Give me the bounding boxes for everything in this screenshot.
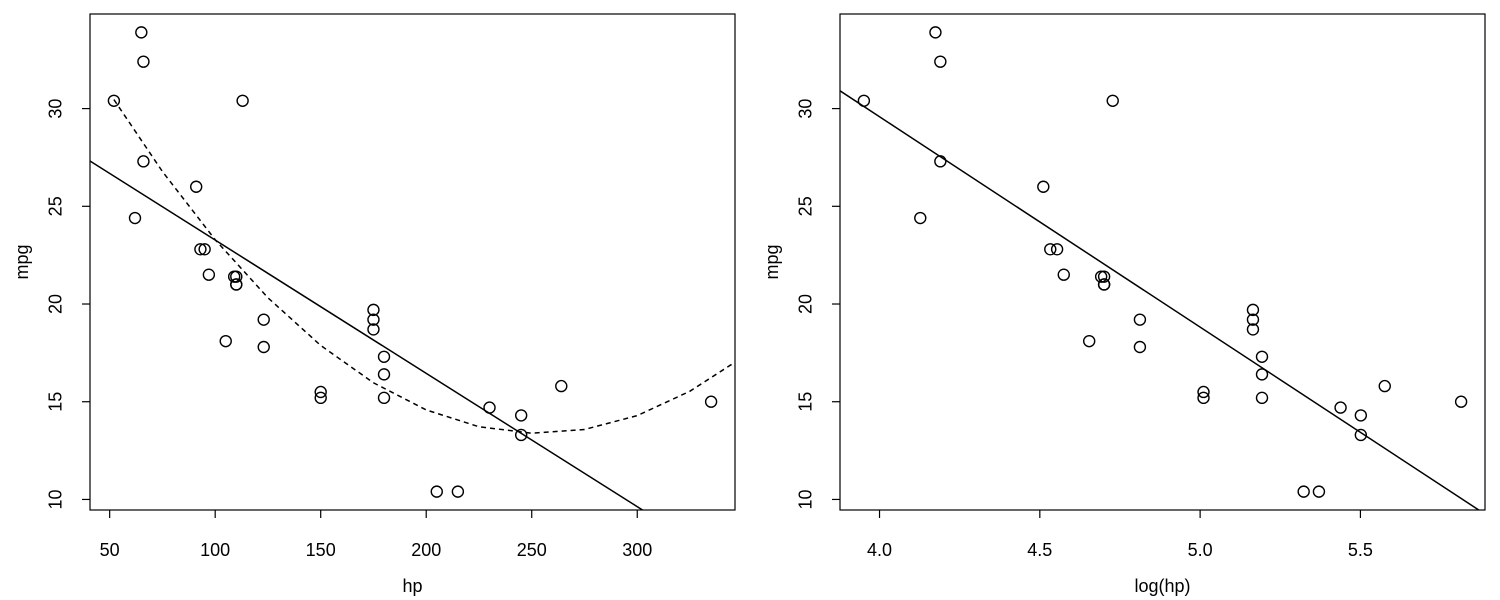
x-tick-label: 100 xyxy=(200,540,230,560)
data-point xyxy=(377,368,391,381)
x-tick-label: 200 xyxy=(411,540,441,560)
plot-frame xyxy=(89,13,736,511)
data-point xyxy=(202,268,216,281)
data-point xyxy=(857,94,871,107)
x-axis-label: log(hp) xyxy=(1134,576,1190,596)
data-point xyxy=(135,26,148,39)
data-point xyxy=(194,243,207,256)
x-tick-label: 150 xyxy=(306,540,336,560)
data-point xyxy=(1312,485,1326,498)
data-point xyxy=(198,243,211,256)
data-point xyxy=(367,323,380,336)
y-tick-label: 25 xyxy=(796,196,816,216)
data-point xyxy=(1050,243,1064,256)
data-point xyxy=(1106,94,1119,107)
y-tick-label: 10 xyxy=(46,489,66,509)
y-tick-label: 30 xyxy=(796,99,816,119)
data-point xyxy=(1378,379,1391,393)
data-point xyxy=(314,391,327,405)
data-point xyxy=(514,409,528,422)
fit-line xyxy=(90,160,644,510)
y-tick-label: 15 xyxy=(46,392,66,412)
panel: 50 100 150 200 250 300 10 15 20 25 30 hp mpg xyxy=(12,13,736,596)
data-point xyxy=(1246,313,1260,326)
data-point xyxy=(934,155,947,168)
data-point xyxy=(137,155,150,168)
fit-line xyxy=(840,90,1481,510)
y-tick-label: 30 xyxy=(46,99,66,119)
data-point xyxy=(1354,409,1368,422)
data-point xyxy=(107,94,121,107)
data-point xyxy=(1354,428,1368,442)
data-point xyxy=(914,211,927,225)
data-point xyxy=(555,379,568,393)
data-point xyxy=(367,313,380,326)
data-point xyxy=(1246,303,1260,317)
data-point xyxy=(1097,278,1111,291)
fit-line xyxy=(113,99,735,434)
y-tick-label: 20 xyxy=(796,294,816,314)
data-point xyxy=(514,428,528,442)
data-point xyxy=(1097,270,1111,283)
data-point xyxy=(314,385,327,399)
data-point xyxy=(1197,391,1210,405)
data-point xyxy=(1454,395,1468,408)
data-point xyxy=(1133,313,1147,326)
data-point xyxy=(483,401,496,414)
data-point xyxy=(1297,485,1310,498)
data-point xyxy=(1057,268,1070,281)
x-tick-label: 300 xyxy=(622,540,652,560)
data-point xyxy=(929,26,942,39)
y-axis-label: mpg xyxy=(12,244,32,279)
x-tick-label: 50 xyxy=(100,540,120,560)
data-point xyxy=(1082,334,1096,348)
data-point xyxy=(1133,340,1147,354)
x-tick-label: 5.5 xyxy=(1348,540,1373,560)
data-point xyxy=(1037,180,1050,193)
data-point xyxy=(1094,270,1108,283)
y-tick-label: 25 xyxy=(46,196,66,216)
y-axis-label: mpg xyxy=(762,244,782,279)
x-tick-label: 4.5 xyxy=(1027,540,1052,560)
data-point xyxy=(189,180,203,193)
data-point xyxy=(704,395,718,408)
data-point xyxy=(367,303,380,317)
data-point xyxy=(1246,323,1260,336)
data-point xyxy=(257,313,270,326)
data-point xyxy=(430,485,443,498)
data-point xyxy=(1255,350,1269,363)
panel: 4.0 4.5 5.0 5.5 10 15 20 25 30 log(hp) mpg xyxy=(762,13,1486,596)
data-point xyxy=(227,270,241,283)
data-point xyxy=(377,350,391,363)
plot-frame xyxy=(839,13,1486,511)
x-tick-label: 250 xyxy=(517,540,547,560)
y-tick-label: 15 xyxy=(796,392,816,412)
x-tick-label: 4.0 xyxy=(867,540,892,560)
y-tick-label: 20 xyxy=(46,294,66,314)
data-point xyxy=(257,340,270,354)
data-point xyxy=(128,211,142,225)
data-point xyxy=(1197,385,1210,399)
data-point xyxy=(230,278,243,291)
data-point xyxy=(236,94,249,107)
data-point xyxy=(219,334,232,348)
x-axis-label: hp xyxy=(402,576,422,596)
data-point xyxy=(1334,401,1347,414)
x-tick-label: 5.0 xyxy=(1188,540,1213,560)
data-point xyxy=(1255,368,1269,381)
data-point xyxy=(1255,391,1269,405)
data-point xyxy=(451,485,465,498)
y-tick-label: 10 xyxy=(796,489,816,509)
data-point xyxy=(1044,243,1057,256)
data-point xyxy=(137,55,150,68)
data-point xyxy=(934,55,947,68)
data-point xyxy=(377,391,391,405)
